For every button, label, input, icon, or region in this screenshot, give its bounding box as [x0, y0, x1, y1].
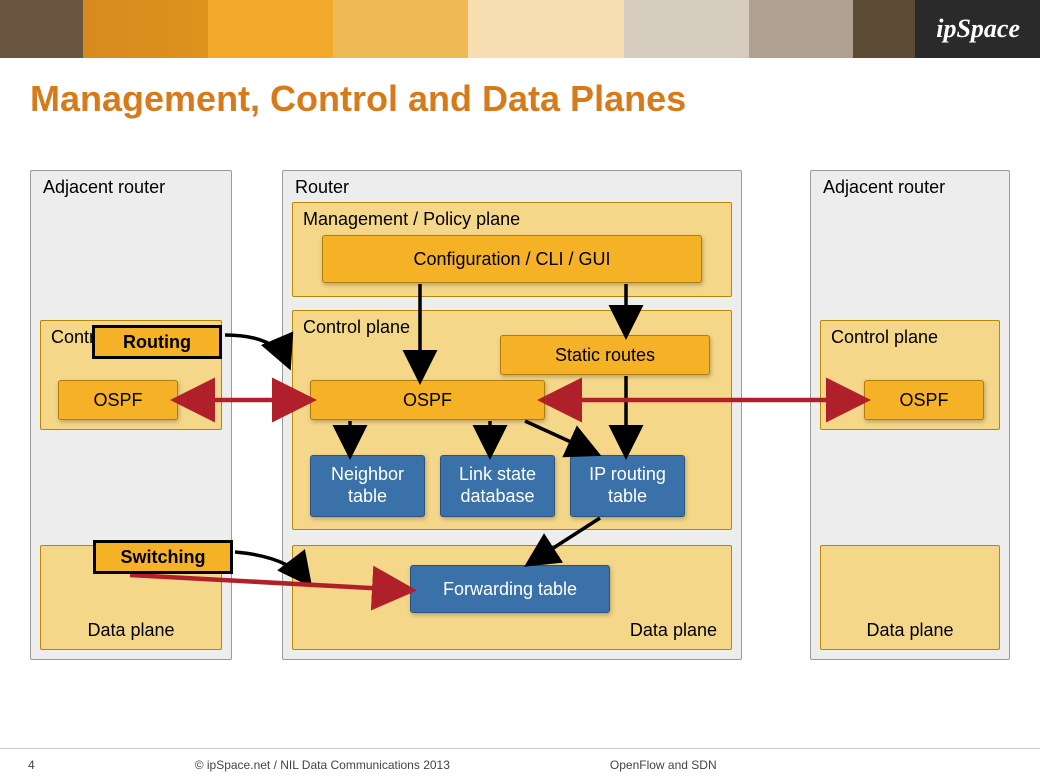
router-title: Adjacent router	[823, 177, 945, 198]
plane-label: Control plane	[303, 317, 410, 338]
callout-switching: Switching	[93, 540, 233, 574]
block-ospf-center: OSPF	[310, 380, 545, 420]
block-static-routes: Static routes	[500, 335, 710, 375]
plane-label: Data plane	[821, 620, 999, 641]
plane-right_data: Data plane	[820, 545, 1000, 650]
block-ospf-right: OSPF	[864, 380, 984, 420]
plane-label: Management / Policy plane	[303, 209, 520, 230]
slide-title: Management, Control and Data Planes	[30, 78, 686, 120]
router-title: Router	[295, 177, 349, 198]
block-lsdb: Link state database	[440, 455, 555, 517]
callout-routing: Routing	[92, 325, 222, 359]
footer: 4 © ipSpace.net / NIL Data Communication…	[0, 748, 1040, 780]
plane-label: Data plane	[630, 620, 717, 641]
block-config: Configuration / CLI / GUI	[322, 235, 702, 283]
block-fwdtbl: Forwarding table	[410, 565, 610, 613]
page-number: 4	[28, 758, 35, 772]
router-title: Adjacent router	[43, 177, 165, 198]
arrow	[225, 335, 288, 364]
copyright: © ipSpace.net / NIL Data Communications …	[195, 758, 450, 772]
brand-logo: ipSpace	[936, 14, 1020, 44]
footer-center: OpenFlow and SDN	[610, 758, 717, 772]
diagram-canvas: Adjacent router Router Adjacent router Cont…	[30, 170, 1010, 670]
block-neighbor: Neighbor table	[310, 455, 425, 517]
plane-label: Data plane	[41, 620, 221, 641]
plane-label: Control plane	[831, 327, 938, 348]
header-banner: ipSpace	[0, 0, 1040, 58]
block-ospf-left: OSPF	[58, 380, 178, 420]
block-iprt: IP routing table	[570, 455, 685, 517]
